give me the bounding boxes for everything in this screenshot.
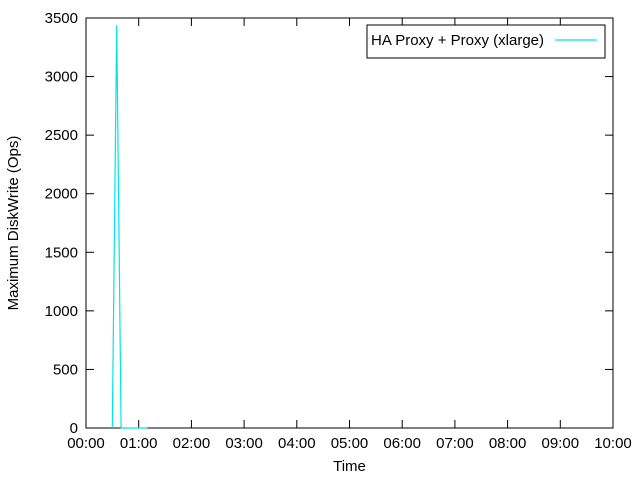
plot-area	[85, 17, 614, 429]
y-axis-label: Maximum DiskWrite (Ops)	[5, 136, 22, 311]
x-tick-label: 05:00	[331, 435, 369, 452]
x-tick-label: 00:00	[67, 435, 105, 452]
y-tick-label: 500	[53, 361, 78, 378]
series-line-0	[111, 24, 148, 429]
series-layer	[111, 24, 148, 429]
legend-box	[366, 24, 606, 59]
x-tick-label: 03:00	[225, 435, 263, 452]
y-tick-label: 2500	[45, 127, 78, 144]
y-tick-label: 0	[70, 420, 78, 437]
x-tick-label: 09:00	[542, 435, 580, 452]
x-tick-label: 01:00	[120, 435, 158, 452]
x-axis-ticks: 00:00 01:00 02:00 03:00 04:00 05:00 06:00 07:00…	[67, 18, 632, 452]
y-axis-ticks: 0 500 1000 1500 2000 2500 3000 3500	[45, 10, 613, 437]
y-tick-label: 3000	[45, 69, 78, 86]
y-tick-label: 1500	[45, 244, 78, 261]
y-tick-label: 1000	[45, 303, 78, 320]
y-tick-label: 3500	[45, 10, 78, 27]
x-tick-label: 08:00	[489, 435, 527, 452]
legend-entry-label: HA Proxy + Proxy (xlarge)	[371, 32, 544, 49]
x-tick-label: 02:00	[173, 435, 211, 452]
x-tick-label: 07:00	[436, 435, 474, 452]
x-axis-label: Time	[333, 458, 366, 475]
x-tick-label: 06:00	[383, 435, 421, 452]
x-tick-label: 04:00	[278, 435, 316, 452]
y-tick-label: 2000	[45, 186, 78, 203]
legend: HA Proxy + Proxy (xlarge)	[366, 24, 606, 59]
x-tick-label: 10:00	[594, 435, 632, 452]
